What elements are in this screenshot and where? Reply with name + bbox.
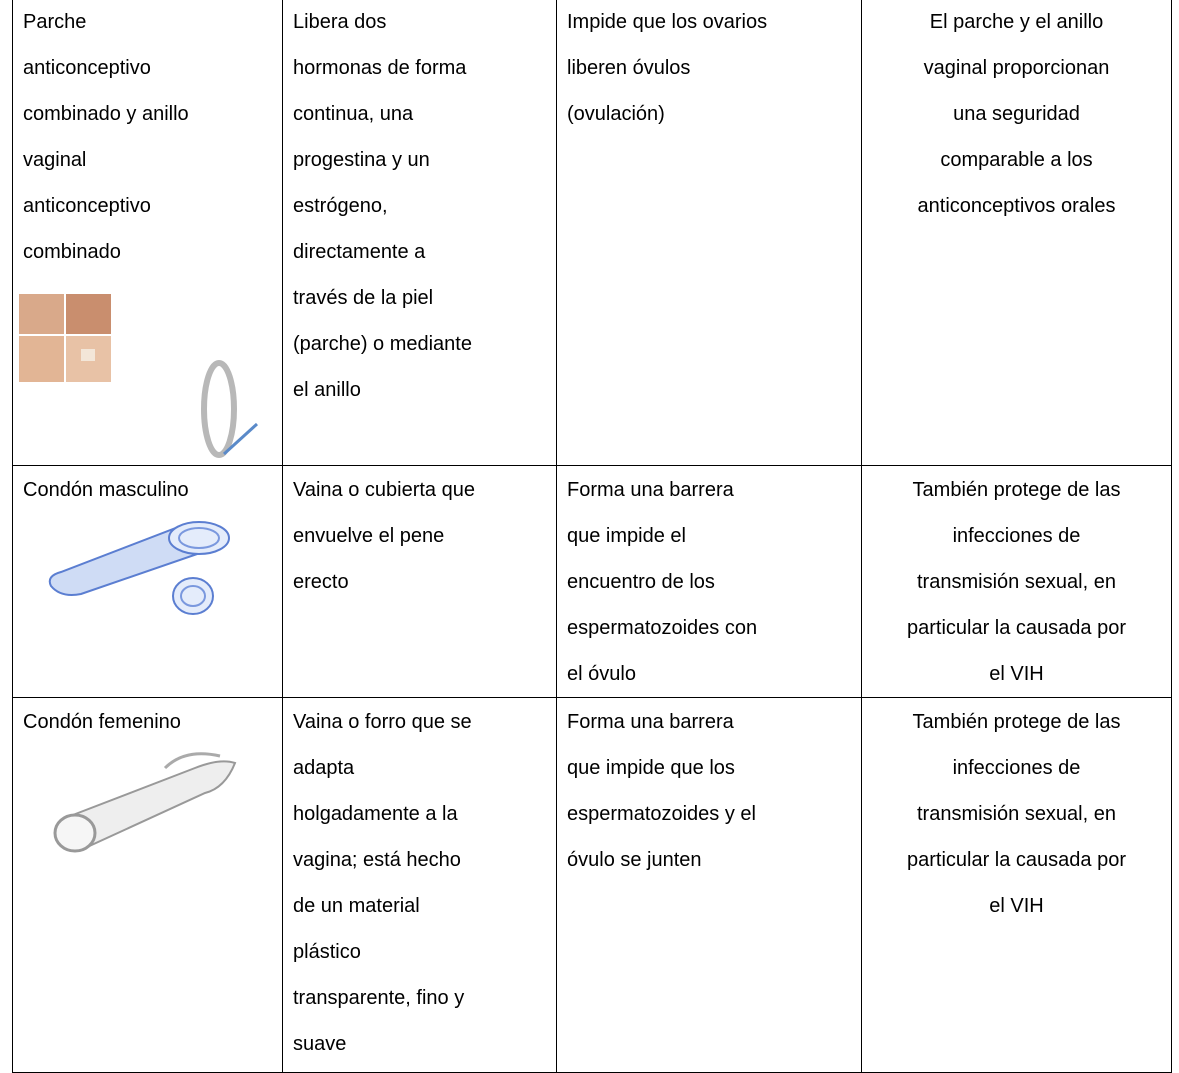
cell-text: (parche) o mediante (293, 333, 472, 355)
cell-text: transmisión sexual, en (917, 571, 1116, 593)
cell-text: espermatozoides y el (567, 803, 756, 825)
cell-text: Parche (23, 11, 87, 33)
cell-text: particular la causada por (906, 617, 1126, 639)
cell-text: comparable a los (940, 149, 1093, 171)
cell-text: infecciones de (952, 757, 1081, 779)
table: Parche anticonceptivo combinado y anillo va… (12, 0, 1172, 1073)
table-row: Condón masculino Vaina o cubierta que envu… (12, 465, 1172, 698)
female-condom-image (53, 752, 237, 853)
cell-text: una seguridad (953, 103, 1080, 125)
cell-text: Vaina o forro que se (293, 711, 472, 733)
cell-text: que impide que los (567, 757, 735, 779)
patch-ring-image (19, 294, 259, 458)
cell-text: Libera dos (293, 11, 387, 33)
table-cell: El parche y el anillo vaginal proporciona… (861, 0, 1172, 466)
cell-text: Forma una barrera (567, 711, 734, 733)
cell-text: holgadamente a la (293, 803, 458, 825)
cell-text: erecto (293, 571, 349, 593)
cell-text: anticonceptivos orales (917, 195, 1116, 217)
cell-text: encuentro de los (567, 571, 715, 593)
cell-text: continua, una (293, 103, 414, 125)
cell-text: particular la causada por (906, 849, 1126, 871)
cell-text: vaginal (23, 149, 87, 171)
cell-text: transparente, fino y (293, 987, 465, 1009)
cell-text: directamente a (293, 241, 426, 263)
table-cell: Forma una barrera que impide el encuentro … (556, 465, 862, 698)
cell-text: Condón femenino (23, 711, 181, 733)
cell-text: de un material (293, 895, 420, 917)
cell-text: El parche y el anillo (929, 11, 1104, 33)
cell-text: óvulo se junten (567, 849, 702, 871)
cell-text: Forma una barrera (567, 479, 734, 501)
cell-text: adapta (293, 757, 355, 779)
cell-text: estrógeno, (293, 195, 388, 217)
table-cell: Condón masculino (12, 465, 283, 698)
cell-text: hormonas de forma (293, 57, 467, 79)
cell-text: través de la piel (293, 287, 434, 309)
cell-text: transmisión sexual, en (917, 803, 1116, 825)
male-condom-image (48, 521, 230, 615)
cell-text: combinado (23, 241, 121, 263)
table-row: Parche anticonceptivo combinado y anillo va… (12, 0, 1172, 466)
cell-text: También protege de las (912, 479, 1121, 501)
table-cell: También protege de las infecciones de tran… (861, 465, 1172, 698)
cell-text: el anillo (293, 379, 361, 401)
cell-text: progestina y un (293, 149, 430, 171)
table-cell: Vaina o forro que se adapta holgadamente a… (282, 697, 557, 1073)
cell-text: Impide que los ovarios (567, 11, 768, 33)
table-cell: Libera dos hormonas de forma continua, una… (282, 0, 557, 466)
cell-text: Vaina o cubierta que (293, 479, 475, 501)
cell-text: combinado y anillo (23, 103, 189, 125)
table-cell: Condón femenino (12, 697, 283, 1073)
cell-text: (ovulación) (567, 103, 665, 125)
cell-text: vaginal proporcionan (923, 57, 1110, 79)
cell-text: el óvulo (567, 663, 636, 685)
cell-text: anticonceptivo (23, 195, 151, 217)
cell-text: espermatozoides con (567, 617, 758, 639)
table-row: Condón femenino Vaina o forro que se adapt… (12, 697, 1172, 1073)
cell-text: Condón masculino (23, 479, 189, 501)
table-cell: Parche anticonceptivo combinado y anillo va… (12, 0, 283, 466)
table-cell: También protege de las infecciones de tran… (861, 697, 1172, 1073)
cell-text: que impide el (567, 525, 686, 547)
table-cell: Forma una barrera que impide que los esper… (556, 697, 862, 1073)
cell-text: vagina; está hecho (293, 849, 461, 871)
table-cell: Impide que los ovarios liberen óvulos (ovu… (556, 0, 862, 466)
cell-text: liberen óvulos (567, 57, 691, 79)
cell-text: También protege de las (912, 711, 1121, 733)
cell-text: el VIH (989, 895, 1044, 917)
cell-text: suave (293, 1033, 347, 1055)
document: Parche anticonceptivo combinado y anillo va… (12, 0, 1172, 1073)
cell-text: el VIH (989, 663, 1044, 685)
cell-text: anticonceptivo (23, 57, 151, 79)
cell-text: plástico (293, 941, 361, 963)
cell-text: envuelve el pene (293, 525, 445, 547)
cell-text: infecciones de (952, 525, 1081, 547)
table-cell: Vaina o cubierta que envuelve el pene erec… (282, 465, 557, 698)
